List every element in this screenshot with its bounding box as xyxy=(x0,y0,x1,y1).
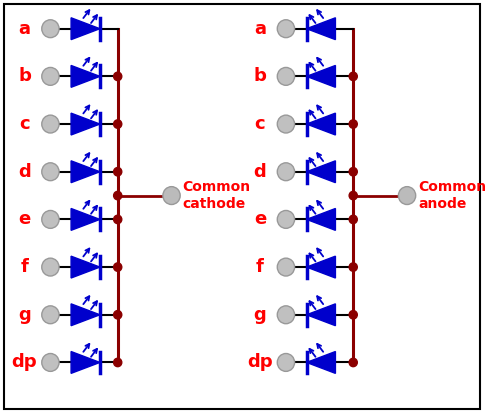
Text: Common
cathode: Common cathode xyxy=(182,180,250,211)
Circle shape xyxy=(278,354,294,371)
Circle shape xyxy=(278,163,294,180)
Polygon shape xyxy=(71,18,100,40)
Polygon shape xyxy=(306,65,336,87)
Circle shape xyxy=(349,358,358,367)
Circle shape xyxy=(42,211,59,228)
Circle shape xyxy=(349,263,358,271)
Circle shape xyxy=(42,354,59,371)
Circle shape xyxy=(163,187,180,204)
Circle shape xyxy=(398,187,415,204)
Text: c: c xyxy=(19,115,30,133)
Polygon shape xyxy=(71,256,100,278)
Circle shape xyxy=(349,215,358,223)
Polygon shape xyxy=(71,304,100,326)
Circle shape xyxy=(278,115,294,133)
Circle shape xyxy=(42,115,59,133)
Text: c: c xyxy=(254,115,266,133)
Polygon shape xyxy=(306,161,336,183)
Circle shape xyxy=(42,306,59,324)
Text: f: f xyxy=(20,258,28,276)
Text: a: a xyxy=(18,20,30,38)
Polygon shape xyxy=(306,18,336,40)
Polygon shape xyxy=(71,161,100,183)
Polygon shape xyxy=(71,351,100,373)
Circle shape xyxy=(114,72,122,81)
Text: f: f xyxy=(256,258,264,276)
Circle shape xyxy=(42,67,59,85)
Circle shape xyxy=(278,67,294,85)
Circle shape xyxy=(114,120,122,128)
Circle shape xyxy=(278,258,294,276)
Circle shape xyxy=(349,191,358,200)
Text: dp: dp xyxy=(247,354,273,371)
Text: d: d xyxy=(18,163,31,181)
Circle shape xyxy=(42,163,59,180)
Text: e: e xyxy=(254,210,266,228)
Circle shape xyxy=(114,263,122,271)
Text: b: b xyxy=(254,67,266,85)
Circle shape xyxy=(114,168,122,176)
Circle shape xyxy=(278,20,294,38)
Circle shape xyxy=(349,168,358,176)
Circle shape xyxy=(114,215,122,223)
Circle shape xyxy=(114,358,122,367)
Text: d: d xyxy=(254,163,266,181)
Polygon shape xyxy=(306,304,336,326)
Text: dp: dp xyxy=(12,354,38,371)
Circle shape xyxy=(42,258,59,276)
Circle shape xyxy=(349,72,358,81)
Text: e: e xyxy=(18,210,30,228)
Circle shape xyxy=(114,311,122,319)
Text: g: g xyxy=(18,306,31,324)
Polygon shape xyxy=(306,209,336,230)
Circle shape xyxy=(349,120,358,128)
Circle shape xyxy=(42,20,59,38)
Circle shape xyxy=(114,191,122,200)
Polygon shape xyxy=(71,113,100,135)
Text: g: g xyxy=(254,306,266,324)
Text: Common
anode: Common anode xyxy=(418,180,486,211)
Polygon shape xyxy=(306,256,336,278)
Circle shape xyxy=(349,311,358,319)
Polygon shape xyxy=(71,65,100,87)
Circle shape xyxy=(278,306,294,324)
Text: a: a xyxy=(254,20,266,38)
Polygon shape xyxy=(306,113,336,135)
Text: b: b xyxy=(18,67,31,85)
Polygon shape xyxy=(71,209,100,230)
Circle shape xyxy=(278,211,294,228)
Polygon shape xyxy=(306,351,336,373)
